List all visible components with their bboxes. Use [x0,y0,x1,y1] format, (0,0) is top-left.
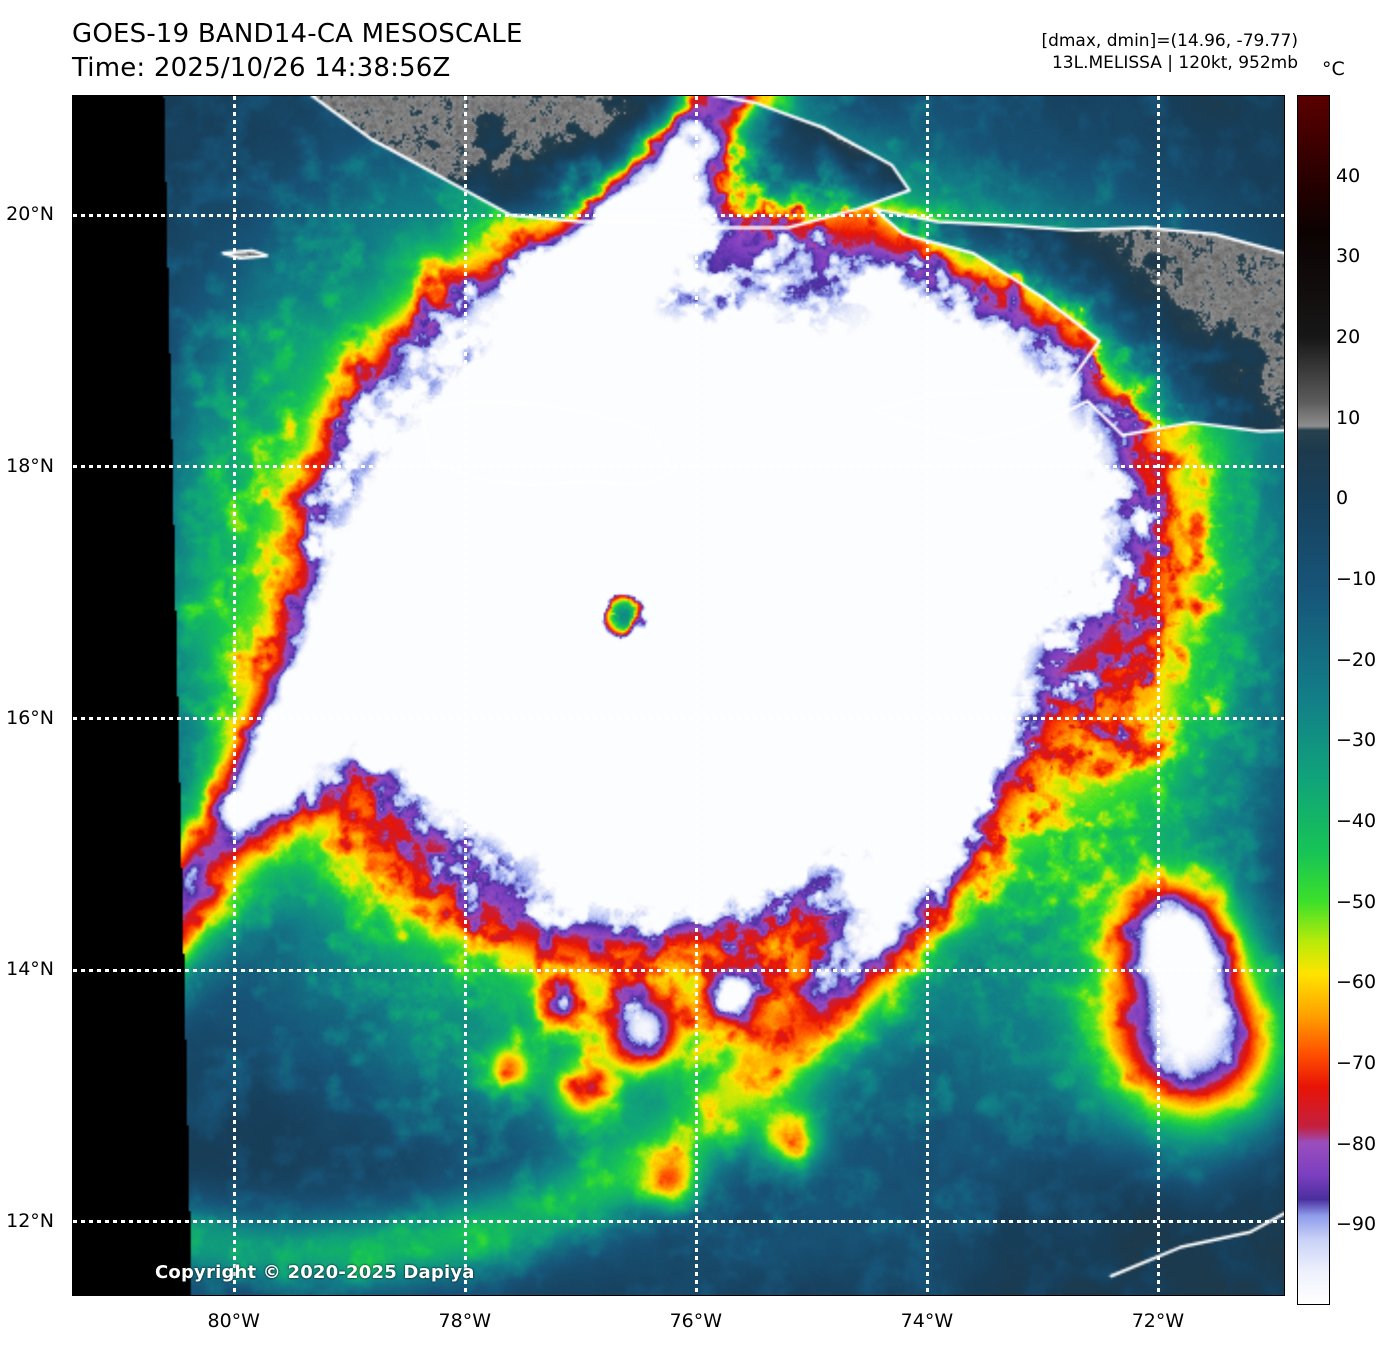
satellite-imagery [73,96,1284,1295]
copyright-text: Copyright © 2020-2025 Dapiya [155,1262,475,1283]
metadata-block: [dmax, dmin]=(14.96, -79.77) 13L.MELISSA… [1041,30,1298,74]
lon-tick-label: 78°W [438,1310,491,1332]
storm-info-text: 13L.MELISSA | 120kt, 952mb [1051,53,1298,74]
colorbar-tick-label: 30 [1336,245,1361,268]
lat-tick-label: 14°N [6,958,54,981]
colorbar-tick-label: −90 [1336,1213,1377,1236]
colorbar-tick-label: −20 [1336,648,1377,671]
lon-tick-label: 80°W [207,1310,260,1332]
lon-tick-label: 74°W [900,1310,954,1332]
satellite-map[interactable]: Copyright © 2020-2025 Dapiya [72,95,1285,1296]
colorbar-tick-label: −40 [1336,810,1377,832]
longitude-axis: 80°W 78°W 76°W 74°W 72°W [72,1296,1285,1346]
colorbar-tick-label: −80 [1336,1132,1377,1155]
lon-tick-label: 72°W [1131,1310,1185,1332]
colorbar-tick-label: 0 [1336,487,1349,510]
colorbar[interactable] [1297,95,1330,1305]
colorbar-gradient [1298,96,1329,1304]
dmax-dmin-text: [dmax, dmin]=(14.96, -79.77) [1041,31,1298,51]
colorbar-tick-label: −10 [1336,568,1377,590]
colorbar-tick-label: 20 [1336,326,1361,348]
colorbar-tick-label: −30 [1336,729,1377,752]
page-title: GOES-19 BAND14-CA MESOSCALE Time: 2025/1… [72,18,523,86]
colorbar-tick-label: 40 [1336,164,1361,187]
lon-tick-label: 76°W [669,1310,723,1332]
lat-tick-label: 12°N [6,1209,54,1232]
title-line-time: Time: 2025/10/26 14:38:56Z [72,52,451,83]
colorbar-tick-label: 10 [1336,406,1361,429]
colorbar-unit-label: °C [1322,58,1345,80]
title-line-product: GOES-19 BAND14-CA MESOSCALE [72,19,523,49]
colorbar-tick-label: −60 [1336,971,1377,994]
colorbar-tick-label: −70 [1336,1052,1377,1074]
lat-tick-label: 20°N [6,203,54,226]
latitude-axis: 20°N 18°N 16°N 14°N 12°N [0,95,64,1296]
lat-tick-label: 16°N [6,706,54,729]
colorbar-tick-label: −50 [1336,890,1377,913]
lat-tick-label: 18°N [6,454,54,477]
